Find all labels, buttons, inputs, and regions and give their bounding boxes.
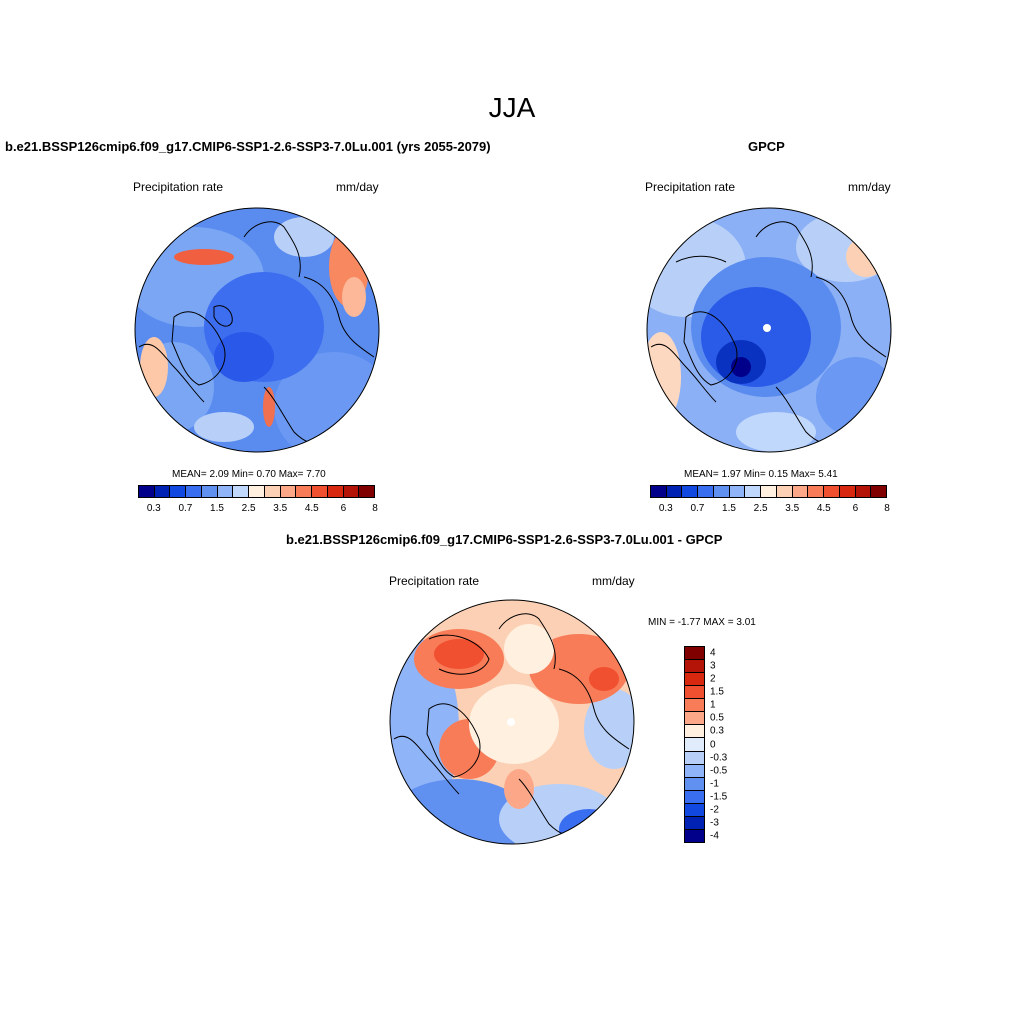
- colorbar-tick-label: 4.5: [304, 503, 319, 514]
- colorbar-swatch: [713, 486, 730, 497]
- model-colorbar: [138, 485, 375, 498]
- colorbar-tick-label: 0.3: [658, 503, 673, 514]
- colorbar-swatch: [170, 486, 187, 497]
- colorbar-swatch: [359, 486, 375, 497]
- colorbar-swatch: [186, 486, 202, 497]
- colorbar-swatch: [685, 712, 704, 726]
- colorbar-swatch: [745, 486, 762, 497]
- colorbar-swatch: [685, 803, 704, 817]
- colorbar-swatch: [871, 486, 887, 497]
- colorbar-swatch: [217, 486, 234, 497]
- colorbar-swatch: [249, 486, 265, 497]
- colorbar-swatch: [729, 486, 746, 497]
- main-title: JJA: [488, 92, 536, 123]
- colorbar-tick-label: 0.5: [710, 712, 724, 724]
- colorbar-tick-label: -0.3: [710, 752, 728, 764]
- obs-variable-label: Precipitation rate: [645, 180, 736, 194]
- colorbar-tick-label: 3.5: [785, 503, 800, 514]
- colorbar-swatch: [698, 486, 714, 497]
- diff-colorbar: [684, 646, 705, 843]
- colorbar-swatch: [685, 764, 704, 778]
- colorbar-swatch: [685, 790, 704, 804]
- colorbar-swatch: [343, 486, 360, 497]
- model-panel-title: b.e21.BSSP126cmip6.f09_g17.CMIP6-SSP1-2.…: [5, 139, 491, 154]
- colorbar-tick-label: 4.5: [816, 503, 831, 514]
- colorbar-swatch: [327, 486, 344, 497]
- colorbar-tick-label: 0.7: [178, 503, 193, 514]
- diff-panel-title: b.e21.BSSP126cmip6.f09_g17.CMIP6-SSP1-2.…: [286, 532, 723, 547]
- colorbar-tick-label: 2.5: [753, 503, 768, 514]
- colorbar-tick-label: -1: [710, 778, 719, 790]
- colorbar-swatch: [792, 486, 809, 497]
- colorbar-tick-label: -1.5: [710, 791, 728, 803]
- colorbar-tick-label: -2: [710, 804, 719, 816]
- colorbar-tick-label: 6: [340, 503, 347, 514]
- colorbar-swatch: [808, 486, 825, 497]
- colorbar-swatch: [139, 486, 155, 497]
- colorbar-swatch: [296, 486, 313, 497]
- colorbar-swatch: [280, 486, 297, 497]
- colorbar-swatch: [685, 816, 704, 830]
- colorbar-tick-label: 0.3: [146, 503, 161, 514]
- model-polar-map: [134, 207, 380, 453]
- colorbar-swatch: [201, 486, 218, 497]
- colorbar-tick-label: 0.7: [690, 503, 705, 514]
- obs-units-label: mm/day: [848, 180, 891, 194]
- colorbar-swatch: [264, 486, 281, 497]
- colorbar-swatch: [776, 486, 793, 497]
- obs-polar-map: [646, 207, 892, 453]
- colorbar-swatch: [824, 486, 840, 497]
- colorbar-tick-label: 2: [710, 673, 716, 685]
- colorbar-tick-label: 4: [710, 647, 716, 659]
- diff-polar-map: [389, 599, 635, 845]
- colorbar-tick-label: -0.5: [710, 765, 728, 777]
- colorbar-swatch: [685, 829, 704, 842]
- colorbar-tick-label: 8: [372, 503, 378, 514]
- colorbar-swatch: [682, 486, 699, 497]
- colorbar-swatch: [233, 486, 250, 497]
- colorbar-swatch: [312, 486, 328, 497]
- colorbar-tick-label: 1.5: [710, 686, 724, 698]
- colorbar-swatch: [685, 673, 704, 687]
- colorbar-tick-label: 0.3: [710, 725, 724, 737]
- colorbar-swatch: [855, 486, 872, 497]
- colorbar-swatch: [685, 660, 704, 674]
- obs-panel-title: GPCP: [748, 139, 785, 154]
- colorbar-swatch: [651, 486, 667, 497]
- colorbar-swatch: [666, 486, 683, 497]
- colorbar-swatch: [685, 686, 704, 700]
- model-units-label: mm/day: [336, 180, 379, 194]
- colorbar-tick-label: 1.5: [722, 503, 736, 514]
- colorbar-swatch: [761, 486, 777, 497]
- colorbar-tick-label: 3: [710, 660, 716, 672]
- diff-units-label: mm/day: [592, 574, 635, 588]
- colorbar-tick-label: 2.5: [241, 503, 256, 514]
- colorbar-tick-label: -3: [710, 817, 719, 829]
- model-variable-label: Precipitation rate: [133, 180, 224, 194]
- colorbar-swatch: [685, 738, 704, 752]
- colorbar-tick-label: 3.5: [273, 503, 288, 514]
- colorbar-swatch: [685, 725, 704, 739]
- diff-variable-label: Precipitation rate: [389, 574, 480, 588]
- diff-stats: MIN = -1.77 MAX = 3.01: [648, 617, 756, 628]
- colorbar-tick-label: 1.5: [210, 503, 224, 514]
- colorbar-tick-label: 0: [710, 739, 716, 750]
- colorbar-tick-label: 8: [884, 503, 890, 514]
- colorbar-tick-label: 6: [852, 503, 859, 514]
- colorbar-tick-label: -4: [710, 830, 719, 842]
- model-stats: MEAN= 2.09 Min= 0.70 Max= 7.70: [172, 469, 326, 480]
- obs-stats: MEAN= 1.97 Min= 0.15 Max= 5.41: [684, 469, 838, 480]
- colorbar-swatch: [685, 777, 704, 791]
- colorbar-tick-label: 1: [710, 699, 716, 711]
- colorbar-swatch: [685, 751, 704, 765]
- colorbar-swatch: [154, 486, 171, 497]
- colorbar-swatch: [685, 699, 704, 713]
- colorbar-swatch: [685, 647, 704, 661]
- colorbar-swatch: [839, 486, 856, 497]
- obs-colorbar: [650, 485, 887, 498]
